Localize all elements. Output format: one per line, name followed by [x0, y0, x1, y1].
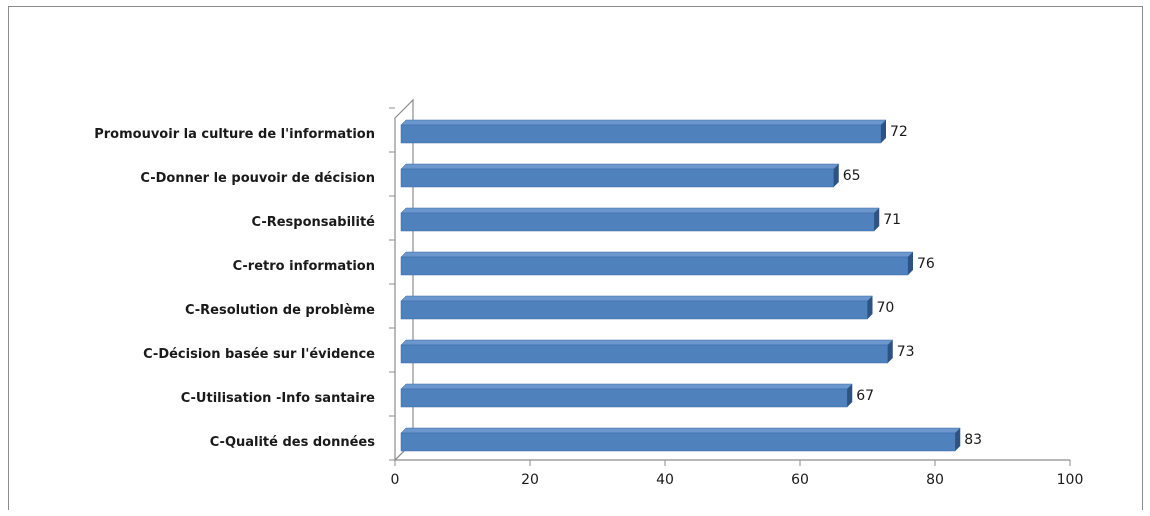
bar-side-face [881, 120, 886, 143]
bar-front-face [400, 432, 956, 452]
bar-front-face [400, 300, 868, 320]
data-label: 72 [890, 124, 908, 140]
bar [400, 295, 874, 320]
bar-top-face [400, 427, 961, 434]
bar-top-face [400, 119, 887, 126]
bar [400, 383, 853, 408]
bar [400, 163, 840, 188]
data-label: 83 [964, 432, 982, 448]
chart-axes [389, 98, 1071, 466]
x-tick-label: 100 [1057, 472, 1084, 488]
bar-side-face [887, 340, 893, 363]
category-label: C-Resolution de problème [185, 303, 375, 318]
data-label: 73 [897, 344, 915, 360]
category-label: C-Donner le pouvoir de décision [140, 171, 375, 186]
bar-top-face [400, 207, 880, 214]
chart-labels: 0 20 40 60 80 100 Promouvoir la culture de l'i… [94, 124, 1083, 488]
x-tick-label: 80 [926, 472, 944, 488]
bar-front-face [400, 212, 875, 232]
bar-top-face [400, 383, 853, 390]
bar [400, 207, 880, 232]
bar [400, 427, 961, 452]
bar-top-face [400, 339, 894, 346]
chart-bars [400, 119, 961, 452]
bar [400, 119, 887, 144]
bar-top-face [400, 163, 840, 170]
category-label: C-Qualité des données [210, 435, 376, 450]
bar-front-face [400, 344, 888, 364]
bar-side-face [955, 428, 961, 451]
bar-front-face [400, 168, 834, 188]
category-label: C-Décision basée sur l'évidence [143, 347, 375, 362]
bar-side-face [908, 252, 913, 275]
data-label: 70 [877, 300, 895, 316]
data-label: 76 [917, 256, 935, 272]
data-label: 67 [856, 388, 874, 404]
bar-top-face [400, 295, 874, 302]
bar-side-face [847, 384, 853, 407]
category-label: C-retro information [233, 259, 375, 274]
bar-side-face [867, 296, 873, 319]
x-tick-label: 60 [791, 472, 809, 488]
data-label: 65 [843, 168, 861, 184]
bar-side-face [874, 208, 880, 231]
chart-frame [8, 6, 1143, 510]
bar-front-face [400, 124, 882, 144]
category-label: C-Responsabilité [251, 215, 375, 230]
bar [400, 339, 894, 364]
bar-front-face [400, 388, 848, 408]
x-tick-label: 20 [521, 472, 539, 488]
category-label: Promouvoir la culture de l'information [94, 127, 375, 142]
bar [400, 251, 914, 276]
bar-top-face [400, 251, 914, 258]
bar-front-face [400, 256, 909, 276]
bar-side-face [833, 164, 839, 187]
x-tick-label: 40 [656, 472, 674, 488]
category-label: C-Utilisation -Info santaire [181, 391, 375, 406]
data-label: 71 [883, 212, 901, 228]
x-tick-label: 0 [391, 472, 400, 488]
